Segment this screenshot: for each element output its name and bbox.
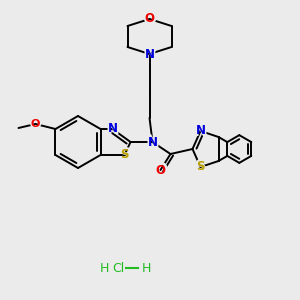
Text: H: H	[141, 262, 151, 275]
Text: Cl: Cl	[112, 262, 124, 275]
Text: N: N	[145, 47, 154, 61]
Text: O: O	[29, 116, 42, 131]
Text: O: O	[155, 164, 166, 176]
Text: O: O	[153, 161, 168, 179]
Text: O: O	[145, 13, 154, 26]
Text: N: N	[107, 122, 118, 136]
Text: N: N	[142, 45, 157, 63]
Text: S: S	[120, 148, 129, 161]
Text: H: H	[99, 262, 109, 275]
Text: N: N	[148, 136, 158, 148]
Text: N: N	[106, 120, 119, 138]
Text: N: N	[146, 133, 160, 151]
Text: N: N	[194, 122, 208, 140]
Text: O: O	[31, 119, 40, 129]
Text: S: S	[118, 146, 130, 164]
Text: O: O	[142, 10, 157, 28]
Text: S: S	[196, 160, 205, 173]
Text: S: S	[194, 158, 206, 176]
Text: N: N	[196, 124, 206, 137]
